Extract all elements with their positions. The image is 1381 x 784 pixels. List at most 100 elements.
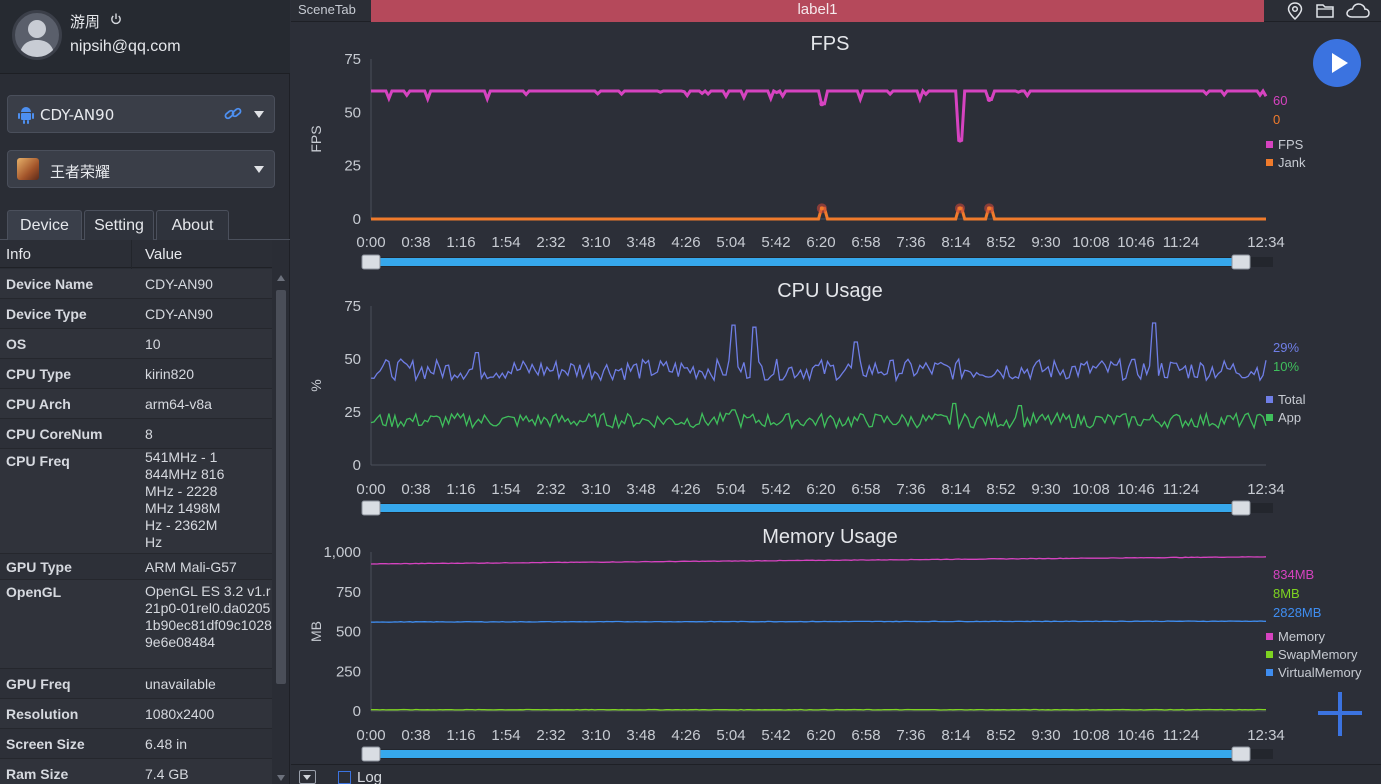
device-select[interactable]: CDY-AN90 [7, 95, 275, 133]
x-tick-label: 5:42 [761, 727, 790, 744]
x-tick-label: 7:36 [896, 727, 925, 744]
row-value: OpenGL ES 3.2 v1.r21p0-01rel0.da02051b90… [145, 583, 272, 650]
folder-icon[interactable] [1316, 3, 1334, 18]
add-icon[interactable] [1318, 692, 1362, 736]
series-line-swapmemory [371, 708, 1266, 711]
legend-swatch [1266, 669, 1273, 676]
chevron-down-icon[interactable] [254, 166, 264, 173]
series-line-app [370, 402, 1267, 431]
legend-label: Memory [1278, 629, 1325, 644]
range-handle-left [361, 500, 381, 516]
series-line-total [370, 322, 1267, 383]
legend-swatch [1266, 414, 1273, 421]
y-tick-label: 75 [344, 298, 361, 315]
x-tick-label: 1:16 [446, 481, 475, 498]
x-tick-label: 4:26 [671, 234, 700, 251]
cloud-icon[interactable] [1346, 3, 1370, 18]
x-tick-label: 1:54 [491, 727, 520, 744]
row-key: OpenGL [6, 584, 62, 600]
label-tab[interactable]: label1 [371, 0, 1264, 22]
tab-device[interactable]: Device [7, 210, 82, 241]
row-key: GPU Type [6, 559, 72, 575]
table-row: Screen Size 6.48 in [0, 729, 272, 759]
row-key: CPU Freq [6, 453, 70, 469]
scrollbar-thumb[interactable] [276, 290, 286, 684]
fps-dip-point [819, 101, 825, 107]
x-tick-label: 0:00 [356, 481, 385, 498]
x-tick-label: 6:20 [806, 481, 835, 498]
row-value: kirin820 [145, 366, 195, 382]
table-row: GPU Type ARM Mali-G57 [0, 554, 272, 580]
row-key: Device Type [6, 306, 87, 322]
x-tick-label: 8:52 [986, 727, 1015, 744]
x-tick-label: 10:46 [1117, 727, 1155, 744]
chevron-down-icon[interactable] [254, 111, 264, 118]
legend-label: FPS [1278, 137, 1304, 152]
collapse-log-button[interactable] [299, 770, 316, 784]
row-value: 1080x2400 [145, 706, 215, 722]
play-icon[interactable] [1313, 39, 1361, 87]
legend-swatch [1266, 651, 1273, 658]
y-axis-label: % [308, 379, 324, 391]
scene-tab[interactable]: SceneTab [298, 2, 356, 17]
legend-swatch [1266, 141, 1273, 148]
y-tick-label: 1,000 [323, 544, 361, 561]
series-line-fps [371, 88, 1268, 142]
x-tick-label: 5:04 [716, 481, 745, 498]
sidebar-scrollbar[interactable] [274, 272, 288, 784]
legend-swatch [1266, 396, 1273, 403]
legend-label: SwapMemory [1278, 647, 1358, 662]
x-tick-label: 5:04 [716, 727, 745, 744]
scroll-down-icon[interactable] [277, 775, 285, 781]
range-handle-right [1231, 500, 1251, 516]
x-tick-label: 6:58 [851, 234, 880, 251]
tab-setting[interactable]: Setting [84, 210, 154, 241]
chart-title: CPU Usage [777, 280, 883, 302]
x-tick-label: 3:10 [581, 727, 610, 744]
location-icon[interactable] [1287, 2, 1303, 20]
range-slider-fill [371, 258, 1241, 266]
row-key: Screen Size [6, 736, 85, 752]
x-tick-label: 0:00 [356, 234, 385, 251]
x-tick-label: 1:54 [491, 234, 520, 251]
range-handle-left [361, 746, 381, 762]
range-handle-right [1231, 746, 1251, 762]
x-tick-label: 7:36 [896, 234, 925, 251]
y-tick-label: 75 [344, 51, 361, 68]
x-tick-label: 1:16 [446, 234, 475, 251]
x-tick-label: 6:20 [806, 234, 835, 251]
x-tick-label: 6:58 [851, 481, 880, 498]
x-tick-label: 3:48 [626, 481, 655, 498]
current-value-memory: 834MB [1273, 567, 1314, 582]
header-value: Value [145, 246, 183, 263]
table-header: Info Value [0, 240, 272, 268]
android-icon [18, 107, 34, 124]
app-select[interactable]: 王者荣耀 [7, 150, 275, 188]
power-icon[interactable] [110, 13, 122, 25]
x-tick-label: 1:16 [446, 727, 475, 744]
x-tick-label: 7:36 [896, 481, 925, 498]
range-handle-right [1231, 254, 1251, 270]
log-checkbox[interactable] [338, 771, 351, 784]
legend-swatch [1266, 159, 1273, 166]
x-tick-label: 8:14 [941, 481, 970, 498]
link-icon[interactable] [223, 105, 243, 123]
x-tick-label: 0:38 [401, 727, 430, 744]
scroll-up-icon[interactable] [277, 275, 285, 281]
bottombar: Log [291, 764, 1381, 784]
table-row: Ram Size 7.4 GB [0, 759, 272, 784]
jank-point [987, 206, 992, 211]
user-avatar-icon[interactable] [12, 10, 62, 60]
x-tick-label: 2:32 [536, 727, 565, 744]
header-info: Info [6, 246, 32, 263]
x-tick-label: 10:08 [1072, 727, 1110, 744]
x-tick-label: 8:14 [941, 234, 970, 251]
tab-about[interactable]: About [156, 210, 229, 241]
x-tick-label: 1:54 [491, 481, 520, 498]
y-tick-label: 500 [336, 624, 361, 641]
row-value: arm64-v8a [145, 396, 212, 412]
user-email: nipsih@qq.com [70, 38, 181, 55]
current-value-virtualmemory: 2828MB [1273, 605, 1321, 620]
current-value-fps: 60 [1273, 93, 1287, 108]
current-value-total: 29% [1273, 340, 1299, 355]
